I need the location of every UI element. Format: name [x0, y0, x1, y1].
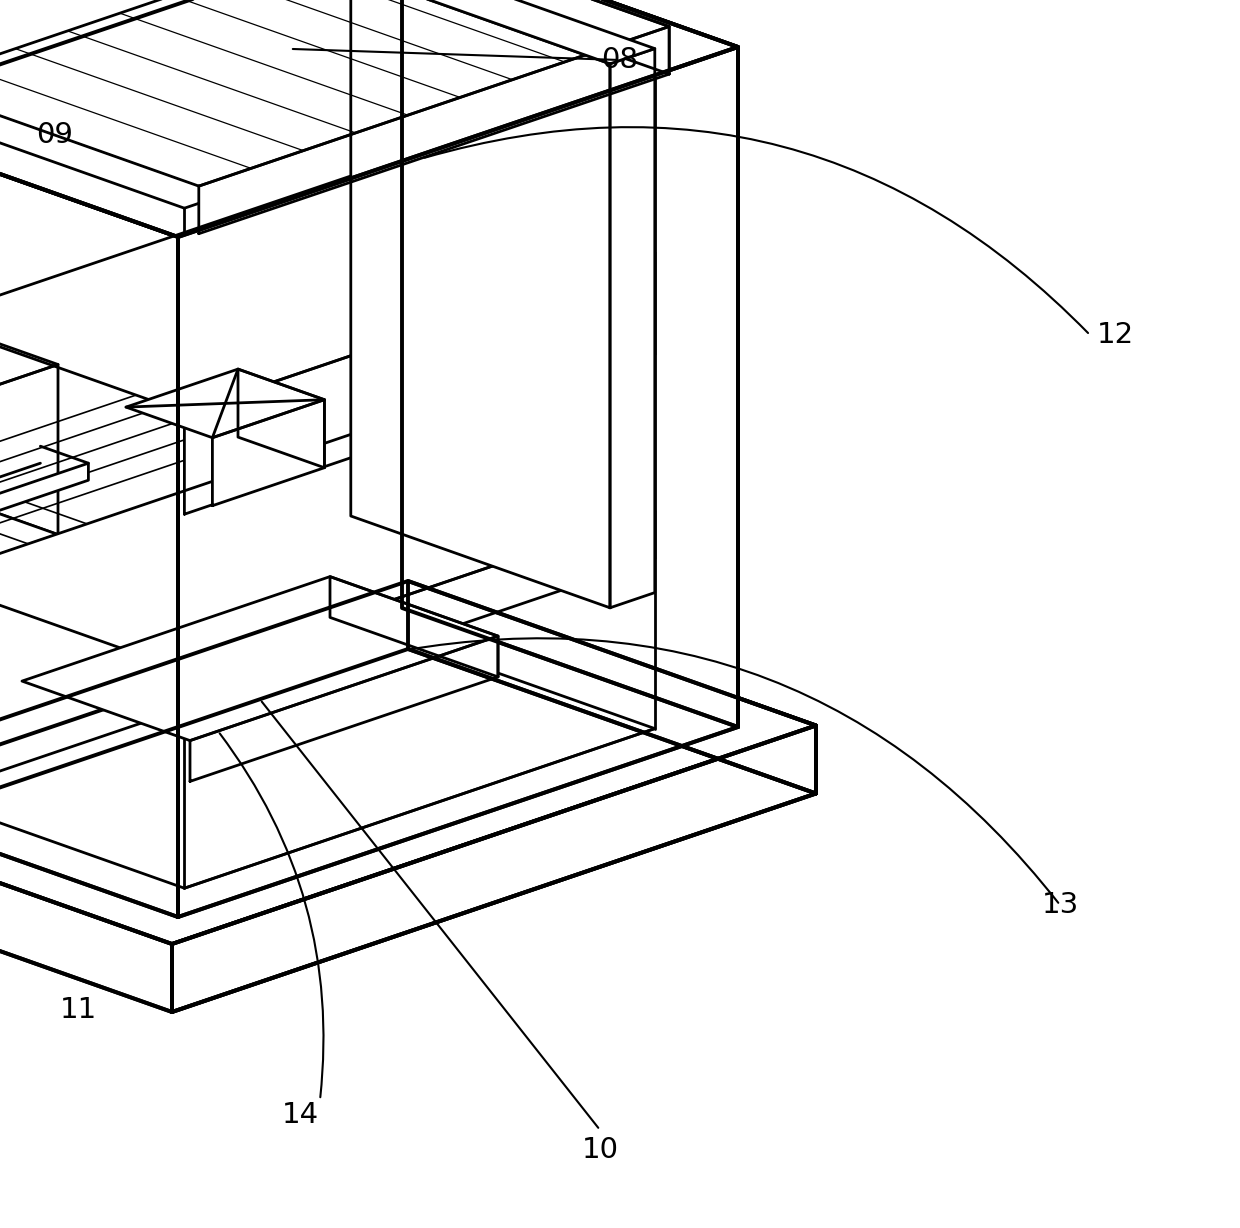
Polygon shape: [172, 726, 816, 1012]
Polygon shape: [330, 577, 498, 677]
Polygon shape: [190, 636, 498, 781]
Polygon shape: [185, 419, 655, 589]
Polygon shape: [408, 581, 816, 793]
Polygon shape: [0, 118, 179, 917]
Polygon shape: [179, 47, 738, 917]
Polygon shape: [185, 480, 655, 650]
Text: 11: 11: [60, 996, 97, 1024]
Polygon shape: [0, 161, 655, 413]
Polygon shape: [212, 399, 325, 506]
Text: 09: 09: [36, 122, 73, 149]
Polygon shape: [185, 253, 655, 515]
Polygon shape: [381, 0, 670, 74]
Polygon shape: [0, 419, 655, 670]
Polygon shape: [0, 0, 402, 798]
Polygon shape: [22, 577, 498, 740]
Text: 12: 12: [1096, 321, 1133, 349]
Polygon shape: [402, 0, 738, 727]
Polygon shape: [610, 49, 655, 608]
Polygon shape: [185, 440, 655, 609]
Polygon shape: [185, 460, 655, 630]
Text: 13: 13: [1042, 892, 1079, 919]
Polygon shape: [126, 370, 325, 437]
Polygon shape: [185, 399, 655, 569]
Text: 08: 08: [601, 45, 639, 74]
Polygon shape: [0, 581, 816, 944]
Polygon shape: [185, 511, 655, 718]
Polygon shape: [198, 27, 670, 233]
Text: 10: 10: [582, 1136, 619, 1164]
Polygon shape: [0, 0, 670, 187]
Polygon shape: [0, 330, 58, 387]
Polygon shape: [351, 0, 610, 608]
Polygon shape: [0, 0, 738, 237]
Polygon shape: [0, 365, 58, 558]
Polygon shape: [0, 463, 88, 518]
Polygon shape: [238, 370, 325, 468]
Polygon shape: [396, 419, 655, 559]
Polygon shape: [396, 161, 655, 355]
Text: 14: 14: [281, 1102, 319, 1129]
Polygon shape: [351, 0, 655, 64]
Polygon shape: [0, 501, 58, 558]
